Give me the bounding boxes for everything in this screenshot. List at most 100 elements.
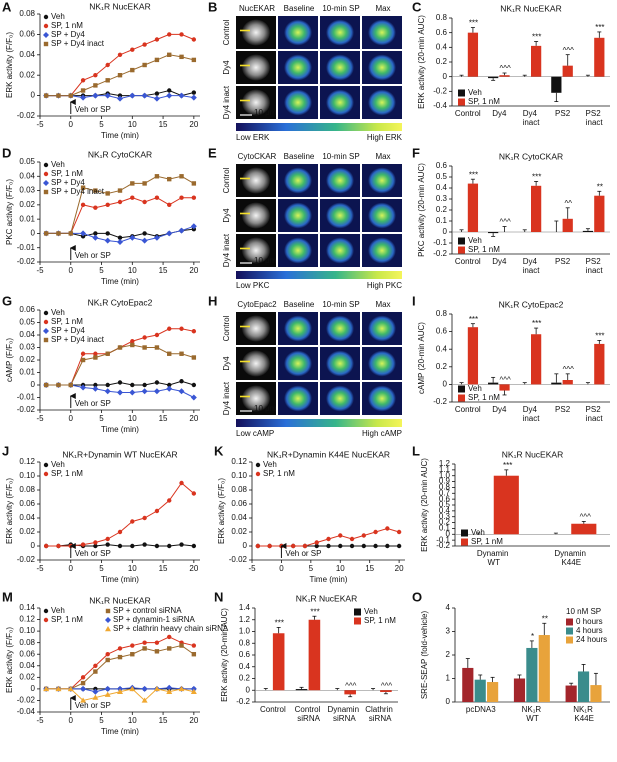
marker [43, 231, 49, 236]
legend-swatch [461, 529, 468, 537]
cell-image [242, 237, 270, 264]
marker [80, 230, 87, 237]
legend-swatch [566, 618, 573, 626]
row-label: Control [222, 19, 231, 45]
x-tick-label: 5 [99, 120, 104, 129]
y-axis-label: ERK activity (F/F₀) [5, 32, 14, 98]
x-tick-label: PS2 inact [586, 109, 604, 127]
marker [396, 529, 402, 535]
marker [105, 191, 110, 196]
y-axis-label: ERK activity (F/F₀) [5, 627, 14, 693]
panel-label: A [2, 0, 12, 14]
legend-swatch [354, 608, 361, 616]
y-tick-label: 0.2 [239, 674, 251, 683]
annotation: Veh or SP [75, 251, 111, 260]
legend-marker [105, 626, 111, 632]
chart-title: NK₁R CytoEpac2 [499, 299, 564, 309]
legend-marker [255, 471, 261, 477]
chart-title: NK₁R NucEKAR [296, 593, 357, 603]
marker [93, 351, 98, 356]
x-tick-label: Dy4 inact [523, 257, 541, 275]
marker [349, 536, 355, 542]
chart-title: NK₁R NucEKAR [502, 449, 563, 459]
marker [141, 388, 148, 395]
marker [290, 543, 296, 549]
y-axis-label: cAMP (20-min AUC) [417, 322, 426, 394]
marker [153, 95, 160, 102]
x-tick-label: 5 [99, 716, 104, 725]
x-tick-label: NK₁R WT [522, 705, 544, 723]
y-tick-label: 0.02 [19, 70, 35, 79]
marker [105, 202, 110, 208]
y-tick-label: 0.06 [19, 305, 35, 314]
marker [130, 543, 135, 549]
marker [105, 542, 110, 547]
panel-label: L [412, 443, 420, 458]
y-tick-label: 0 [31, 380, 36, 389]
marker [167, 202, 172, 208]
panel-label: O [412, 589, 422, 604]
marker [167, 634, 172, 640]
marker [68, 93, 73, 98]
marker [191, 643, 197, 648]
marker [117, 543, 123, 549]
bar [488, 76, 499, 79]
legend-label: SP, 1 nM [51, 615, 83, 624]
marker [117, 654, 123, 660]
cell-image [242, 54, 270, 81]
y-tick-label: 0.06 [19, 499, 35, 508]
marker [142, 345, 147, 350]
cell-image [284, 19, 312, 46]
bar [513, 678, 526, 702]
legend-swatch [566, 636, 573, 644]
legend-label: SP + control siRNA [113, 606, 182, 615]
marker [154, 57, 160, 63]
marker [385, 543, 390, 549]
panel-label: B [208, 0, 217, 14]
y-tick-label: 0 [31, 541, 36, 550]
colorbar-high: High PKC [367, 281, 402, 290]
marker [142, 640, 147, 645]
marker [142, 335, 147, 340]
chart-title: NK₁R CytoEpac2 [88, 297, 153, 307]
series-line [46, 636, 194, 690]
series-line [46, 645, 195, 690]
y-tick-label: 0.08 [19, 9, 35, 18]
marker [43, 93, 49, 98]
marker [105, 382, 110, 388]
y-tick-label: 0.02 [19, 200, 35, 209]
y-tick-label: 0.10 [19, 471, 35, 480]
marker [56, 93, 61, 98]
significance: *** [503, 461, 512, 470]
y-tick-label: -0.4 [433, 101, 447, 110]
marker [141, 685, 148, 692]
marker [117, 188, 123, 193]
marker [93, 83, 98, 88]
marker [178, 685, 185, 692]
cell-image [326, 89, 354, 116]
legend-label: Veh [51, 308, 65, 317]
x-axis-label: Time (min) [101, 425, 139, 434]
marker [93, 73, 98, 78]
cell-image [368, 54, 396, 81]
legend-label: SP + Dy4 [51, 326, 85, 335]
marker [105, 351, 110, 356]
cell-image [368, 19, 396, 46]
marker [267, 543, 272, 549]
marker [154, 37, 160, 42]
marker [178, 388, 185, 395]
bar [344, 690, 356, 695]
marker [117, 529, 123, 535]
legend-swatch [458, 89, 465, 97]
marker [190, 394, 197, 401]
y-axis-label: ERK activity (F/F₀) [5, 478, 14, 544]
marker [326, 543, 331, 549]
marker [167, 646, 172, 651]
significance: *** [595, 332, 604, 341]
cell-image [242, 385, 270, 412]
marker [80, 675, 86, 680]
x-tick-label: Clathrin siRNA [365, 705, 395, 723]
x-tick-label: 20 [189, 564, 198, 573]
marker [338, 543, 343, 549]
x-tick-label: 15 [159, 564, 168, 573]
